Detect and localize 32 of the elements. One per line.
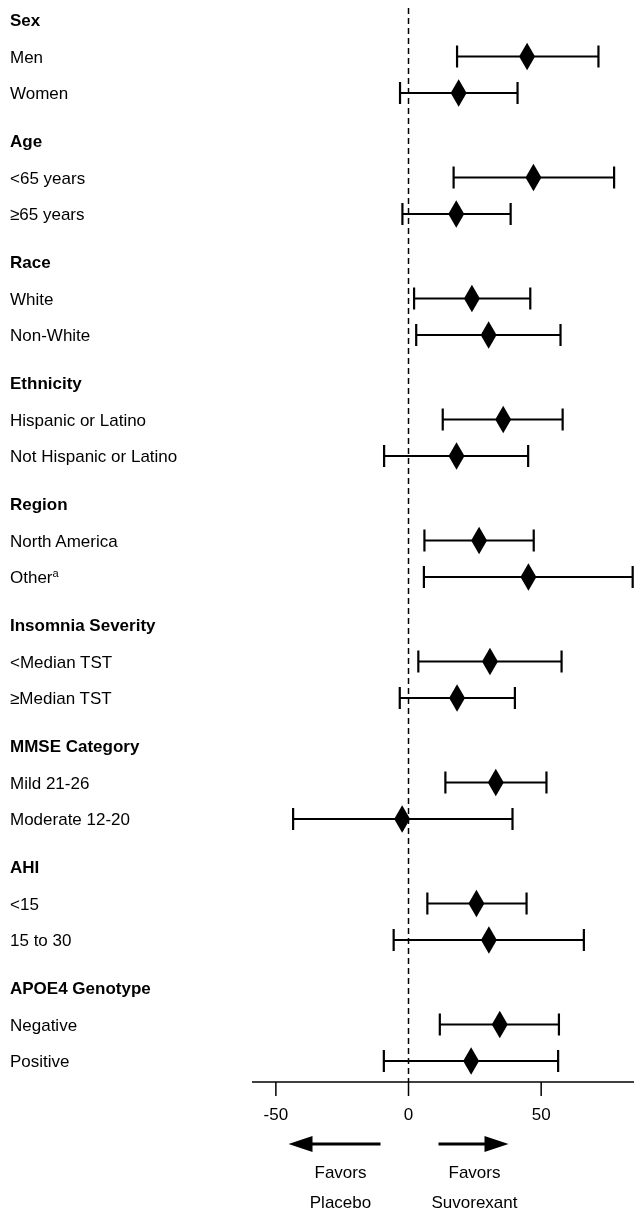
y-tick-label: MMSE Category	[10, 737, 140, 756]
y-tick-label: APOE4 Genotype	[10, 979, 151, 998]
y-tick-label: Women	[10, 84, 69, 103]
x-tick-label: -50	[263, 1105, 289, 1124]
y-tick-label: Men	[10, 47, 44, 67]
y-tick-label: North America	[10, 531, 119, 551]
y-tick-label: Moderate 12-20	[10, 810, 131, 829]
y-tick-label: <15	[10, 894, 39, 914]
y-tick-label: Region	[10, 495, 68, 514]
y-tick-label: ≥Median TST	[10, 689, 112, 708]
y-tick-label: Age	[10, 132, 43, 151]
y-tick-label: Ethnicity	[10, 374, 83, 393]
x-tick-label: 50	[531, 1105, 551, 1124]
text: Favors Placebo	[309, 1163, 372, 1212]
y-tick-label: 15 to 30	[10, 931, 72, 950]
y-tick-label: White	[10, 289, 54, 309]
y-tick-label: Sex	[10, 11, 41, 30]
y-tick-label: <65 years	[10, 168, 86, 188]
y-tick-label: Insomnia Severity	[10, 616, 157, 635]
y-tick-label: AHI	[10, 858, 40, 877]
y-tick-label: <Median TST	[10, 652, 113, 672]
y-tick-label: Hispanic or Latino	[10, 410, 147, 430]
y-tick-label: Mild 21-26	[10, 773, 90, 793]
x-tick-label: 0	[403, 1105, 414, 1124]
y-tick-label: Race	[10, 253, 51, 272]
y-tick-label: Negative	[10, 1015, 78, 1035]
y-tick-label: ≥65 years	[10, 205, 85, 224]
y-tick-label: Positive	[10, 1052, 70, 1071]
y-tick-label: Non-White	[10, 326, 91, 345]
y-tick-label: Other$^{a}$	[10, 567, 60, 587]
text: Favors Suvorexant	[431, 1163, 518, 1212]
y-tick-label: Not Hispanic or Latino	[10, 447, 178, 466]
